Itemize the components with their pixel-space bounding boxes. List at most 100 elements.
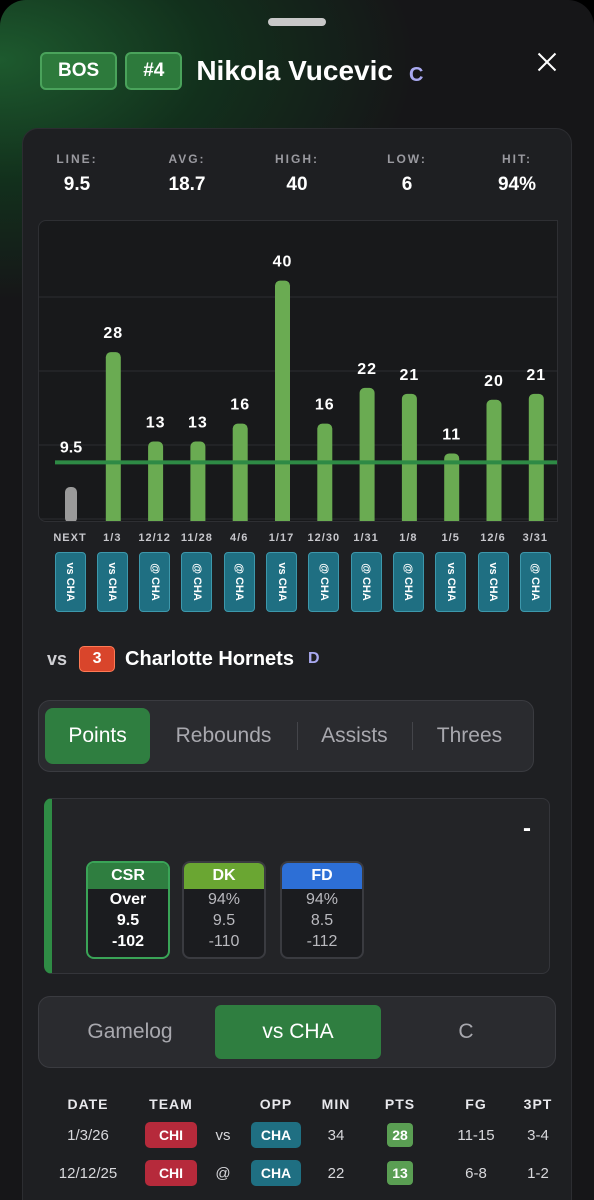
book-line2: 9.5 (212, 912, 236, 929)
opponent-tag-label: @ CHA (360, 563, 373, 601)
bar-12/30[interactable] (317, 423, 333, 522)
stat-avg: AVG: 18.7 (168, 152, 206, 195)
bar-1/8[interactable] (401, 393, 417, 522)
bar-3/31[interactable] (528, 393, 544, 522)
stat-line: LINE: 9.5 (56, 152, 98, 195)
x-tick-label: 1/17 (268, 532, 295, 544)
opponent-tag: @ CHA (350, 552, 382, 612)
table-row[interactable]: 1/3/26 CHI vs CHA 34 28 11-15 3-4 (38, 1120, 572, 1158)
bar-1/3[interactable] (105, 352, 121, 522)
points-bar-chart[interactable]: 28 13 13 16 40 16 22 21 11 20 21 9.5 (38, 220, 558, 522)
stat-low: LOW: 6 (387, 152, 427, 195)
x-label-column[interactable]: NEXT vs CHA (50, 532, 90, 612)
opponent-tag: @ CHA (181, 552, 213, 612)
x-tick-label: 11/28 (180, 532, 213, 544)
row-location: @ (215, 1165, 231, 1182)
book-line1: Over (109, 891, 147, 908)
opponent-tag: vs CHA (54, 552, 86, 612)
row-location: vs (215, 1127, 231, 1144)
x-tick-label: 1/8 (399, 532, 418, 544)
book-name: CSR (88, 863, 168, 889)
bar-value-label: 13 (146, 415, 166, 432)
sheet-grabber[interactable] (268, 18, 326, 26)
bar-1/5[interactable] (444, 453, 460, 522)
bar-value-label: 22 (357, 361, 377, 378)
book-name: FD (282, 863, 362, 889)
stat-hit: HIT: 94% (497, 152, 537, 195)
bar-value-label: 11 (442, 426, 461, 443)
bar-4/6[interactable] (232, 423, 248, 522)
tab-gamelog[interactable]: Gamelog (87, 1020, 173, 1043)
row-fg: 6-8 (465, 1165, 487, 1182)
table-header: DATE TEAM OPP MIN PTS FG 3PT (67, 1096, 553, 1112)
stat-tabs: Points Rebounds Assists Threes (38, 700, 534, 772)
stat-high: HIGH: 40 (275, 152, 319, 195)
tab-position[interactable]: C (458, 1020, 474, 1043)
x-label-column[interactable]: 1/5 vs CHA (431, 532, 471, 612)
gamelog-table: DATE TEAM OPP MIN PTS FG 3PT 1/3/26 CHI … (38, 1088, 572, 1196)
row-date: 12/12/25 (58, 1165, 118, 1182)
x-label-column[interactable]: 1/17 vs CHA (262, 532, 302, 612)
tab-points[interactable]: Points (45, 708, 151, 764)
team-badge: CHI (145, 1122, 197, 1148)
bar-1/31[interactable] (359, 387, 375, 522)
x-label-column[interactable]: 4/6 @ CHA (219, 532, 259, 612)
opponent-badge: CHA (251, 1160, 301, 1186)
x-tick-label: 4/6 (230, 532, 249, 544)
table-row[interactable]: 12/12/25 CHI @ CHA 22 13 6-8 1-2 (38, 1158, 572, 1196)
book-line2: 9.5 (116, 912, 140, 929)
tab-vs-opponent[interactable]: vs CHA (215, 1005, 381, 1059)
opponent-tag-label: @ CHA (317, 563, 330, 601)
book-fd[interactable]: FD 94% 8.5 -112 (280, 861, 364, 959)
next-game-bar[interactable] (65, 487, 77, 522)
bar-12/12[interactable] (148, 441, 164, 522)
opponent-tag: @ CHA (392, 552, 424, 612)
opponent-tag-label: vs CHA (487, 562, 499, 602)
tab-threes[interactable]: Threes (411, 708, 527, 764)
x-tick-label: 12/30 (307, 532, 341, 544)
x-label-column[interactable]: 1/31 @ CHA (346, 532, 386, 612)
book-csr[interactable]: CSR Over 9.5 -102 (86, 861, 170, 959)
opponent-tag-label: vs CHA (275, 562, 288, 602)
x-tick-label: NEXT (53, 532, 87, 544)
x-tick-label: 3/31 (522, 532, 548, 544)
book-name: DK (184, 863, 264, 889)
bar-value-label: 21 (400, 367, 420, 384)
bar-value-label: 28 (103, 325, 123, 342)
opponent-tag-label: vs CHA (64, 562, 76, 602)
tab-rebounds[interactable]: Rebounds (175, 724, 272, 747)
opponent-tag-label: @ CHA (233, 563, 246, 601)
x-label-column[interactable]: 12/6 vs CHA (473, 532, 513, 612)
x-label-column[interactable]: 1/8 @ CHA (388, 532, 428, 612)
stats-row: LINE: 9.5 AVG: 18.7 HIGH: 40 LOW: 6 HIT:… (22, 152, 572, 196)
prop-line-label: 9.5 (60, 439, 82, 456)
opponent-tag: vs CHA (477, 552, 509, 612)
book-line3: -112 (306, 933, 338, 950)
bar-11/28[interactable] (190, 441, 206, 522)
bar-1/17[interactable] (275, 280, 290, 522)
player-header: BOS #4 Nikola Vucevic C (40, 52, 423, 90)
odds-dash: - (523, 815, 531, 842)
x-label-column[interactable]: 1/3 vs CHA (92, 532, 132, 612)
opponent-tag-label: @ CHA (529, 563, 542, 601)
row-3pt: 1-2 (527, 1165, 549, 1182)
team-chip: BOS (40, 52, 118, 90)
x-label-column[interactable]: 3/31 @ CHA (515, 532, 555, 612)
book-dk[interactable]: DK 94% 9.5 -110 (182, 861, 266, 959)
book-line1: 94% (207, 891, 241, 908)
row-minutes: 22 (327, 1165, 345, 1182)
opponent-tag: @ CHA (223, 552, 255, 612)
x-label-column[interactable]: 12/30 @ CHA (304, 532, 344, 612)
opponent-tag: vs CHA (435, 552, 467, 612)
book-line3: -102 (111, 933, 145, 950)
x-label-column[interactable]: 11/28 @ CHA (177, 532, 217, 612)
matchup-vs: vs (47, 648, 68, 669)
close-icon[interactable] (534, 50, 560, 76)
opponent-tag: @ CHA (519, 552, 551, 612)
player-position: C (408, 63, 424, 86)
x-label-column[interactable]: 12/12 @ CHA (135, 532, 175, 612)
tab-assists[interactable]: Assists (296, 708, 412, 764)
book-line2: 8.5 (310, 912, 334, 929)
odds-panel: - CSR Over 9.5 -102 DK 94% 9.5 -110 FD 9… (44, 798, 550, 974)
